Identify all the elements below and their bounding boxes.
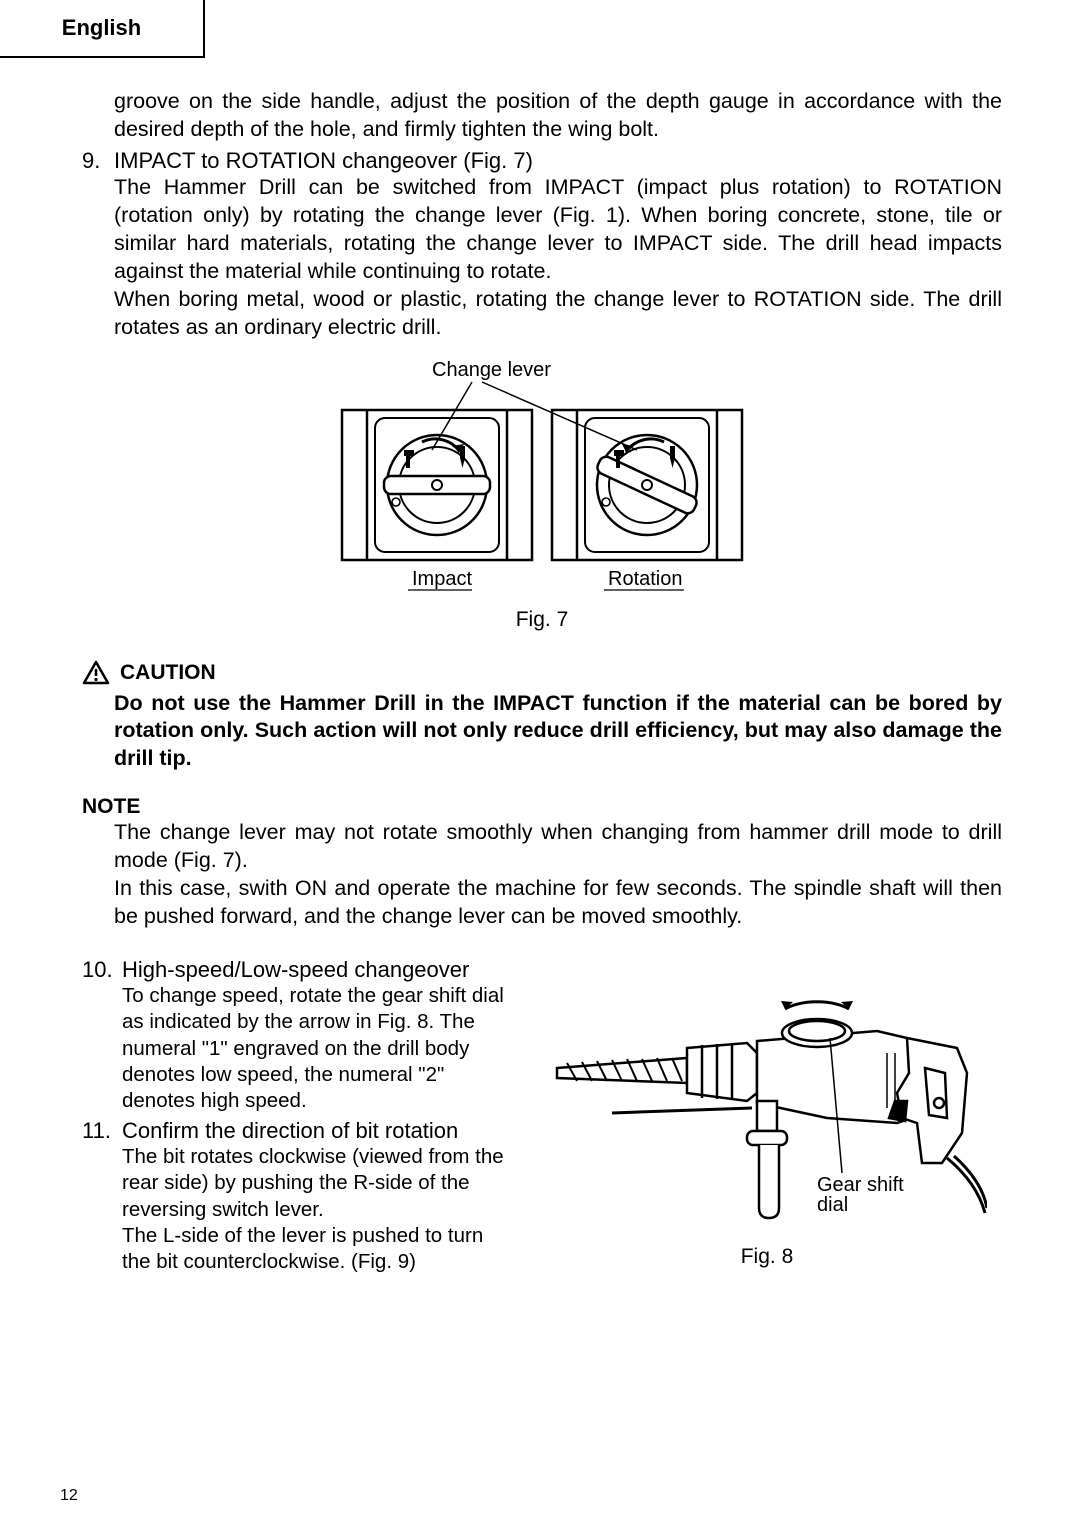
left-column: 10. High-speed/Low-speed changeover To c… bbox=[82, 953, 512, 1275]
page-number: 12 bbox=[60, 1487, 78, 1505]
figure-7-caption: Fig. 7 bbox=[516, 608, 569, 632]
figure-8-svg: Gear shift dial bbox=[547, 953, 987, 1233]
item-9-p1: The Hammer Drill can be switched from IM… bbox=[114, 174, 1002, 286]
note-label: NOTE bbox=[82, 795, 1002, 819]
fig7-change-lever-label: Change lever bbox=[432, 360, 551, 381]
item-10-number: 10. bbox=[82, 957, 122, 983]
figure-8-caption: Fig. 8 bbox=[741, 1245, 794, 1269]
header-tab: English bbox=[0, 0, 205, 58]
page-content: groove on the side handle, adjust the po… bbox=[82, 88, 1002, 1275]
right-column: Gear shift dial Fig. 8 bbox=[532, 953, 1002, 1275]
item-11-number: 11. bbox=[82, 1118, 122, 1144]
fig7-rotation-label: Rotation bbox=[608, 568, 683, 590]
header-language: English bbox=[62, 15, 141, 41]
continuation-paragraph: groove on the side handle, adjust the po… bbox=[114, 88, 1002, 144]
item-9-p2: When boring metal, wood or plastic, rota… bbox=[114, 286, 1002, 342]
item-10-heading: 10. High-speed/Low-speed changeover bbox=[82, 957, 512, 983]
fig8-gear-shift-label: Gear shift bbox=[817, 1174, 904, 1196]
item-10-title: High-speed/Low-speed changeover bbox=[122, 957, 469, 983]
item-9-heading: 9. IMPACT to ROTATION changeover (Fig. 7… bbox=[82, 148, 1002, 174]
item-10-body: To change speed, rotate the gear shift d… bbox=[122, 983, 512, 1114]
figure-7: Change lever bbox=[82, 360, 1002, 632]
fig8-dial-label: dial bbox=[817, 1194, 848, 1216]
note-p2: In this case, swith ON and operate the m… bbox=[114, 875, 1002, 931]
item-9-number: 9. bbox=[82, 148, 114, 174]
caution-heading: CAUTION bbox=[82, 660, 1002, 686]
item-11-p1: The bit rotates clockwise (viewed from t… bbox=[122, 1144, 512, 1223]
fig7-impact-label: Impact bbox=[412, 568, 472, 590]
figure-7-svg: Change lever bbox=[322, 360, 762, 600]
item-11-p2: The L-side of the lever is pushed to tur… bbox=[122, 1223, 512, 1275]
item-11-title: Confirm the direction of bit rotation bbox=[122, 1118, 458, 1144]
item-9-title: IMPACT to ROTATION changeover (Fig. 7) bbox=[114, 148, 533, 174]
caution-text: Do not use the Hammer Drill in the IMPAC… bbox=[114, 690, 1002, 774]
warning-icon bbox=[82, 660, 110, 686]
note-p1: The change lever may not rotate smoothly… bbox=[114, 819, 1002, 875]
two-column-section: 10. High-speed/Low-speed changeover To c… bbox=[82, 953, 1002, 1275]
caution-label: CAUTION bbox=[120, 661, 216, 685]
item-11-heading: 11. Confirm the direction of bit rotatio… bbox=[82, 1118, 512, 1144]
